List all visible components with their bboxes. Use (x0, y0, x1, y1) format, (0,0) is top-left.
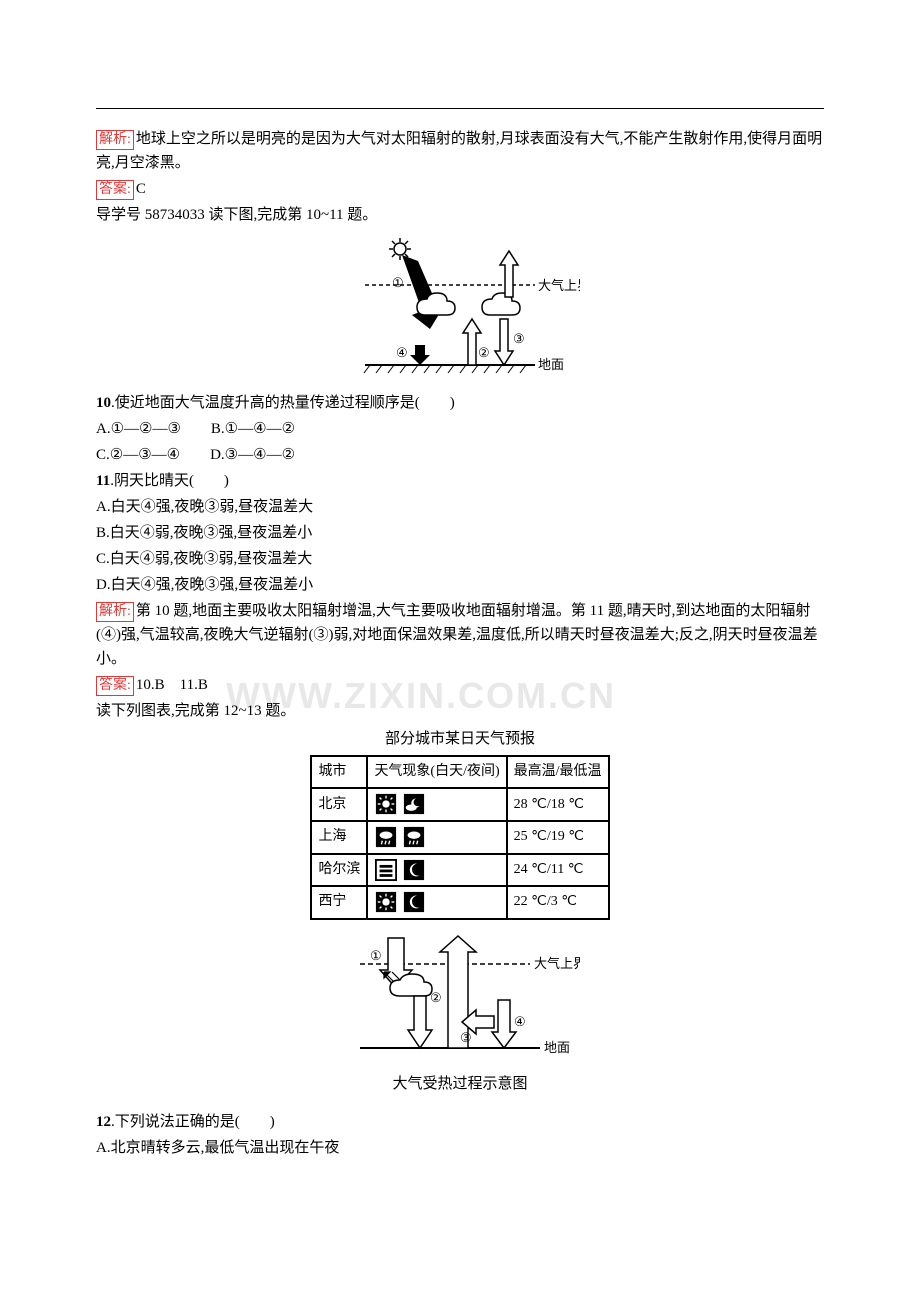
svg-text:地面: 地面 (544, 1040, 570, 1055)
svg-text:地面: 地面 (538, 357, 564, 372)
fog-icon (375, 859, 397, 881)
daan-1011-text: 10.B 11.B (136, 677, 208, 693)
table-row: 北京 28 ℃/18 ℃ (311, 788, 608, 821)
q10-num: 10 (96, 395, 111, 411)
q12-a: A.北京晴转多云,最低气温出现在午夜 (96, 1136, 824, 1160)
svg-text:①: ① (370, 948, 382, 963)
cell-icons (367, 854, 506, 887)
jiexi-1011-text: 第 10 题,地面主要吸收太阳辐射增温,大气主要吸收地面辐射增温。第 11 题,… (96, 603, 818, 667)
svg-text:④: ④ (514, 1014, 526, 1029)
top-rule (96, 108, 824, 109)
daan-9-text: C (136, 181, 146, 197)
svg-text:大气上界: 大气上界 (538, 278, 580, 293)
th-phenom: 天气现象(白天/夜间) (367, 756, 506, 788)
instruction-10-11: 导学号 58734033 读下图,完成第 10~11 题。 (96, 203, 824, 227)
cell-city: 北京 (311, 788, 367, 821)
q11-num: 11 (96, 473, 110, 489)
cell-city: 西宁 (311, 886, 367, 919)
table-row: 上海 25 ℃/19 ℃ (311, 821, 608, 854)
cell-temp: 25 ℃/19 ℃ (507, 821, 609, 854)
cloud-night-icon (403, 793, 425, 815)
cell-icons (367, 788, 506, 821)
daan-label-2: 答案: (96, 676, 134, 696)
jiexi-label: 解析: (96, 130, 134, 150)
svg-text:③: ③ (513, 331, 525, 346)
rain-icon (375, 826, 397, 848)
table-row: 西宁 22 ℃/3 ℃ (311, 886, 608, 919)
sun-icon (375, 891, 397, 913)
cell-city: 哈尔滨 (311, 854, 367, 887)
svg-text:③: ③ (460, 1030, 472, 1045)
th-city: 城市 (311, 756, 367, 788)
rain-icon (403, 826, 425, 848)
q11-b: B.白天④弱,夜晚③强,昼夜温差小 (96, 521, 824, 545)
svg-text:大气上界: 大气上界 (534, 956, 580, 971)
instruction-12-13: 读下列图表,完成第 12~13 题。 (96, 699, 824, 723)
cell-city: 上海 (311, 821, 367, 854)
table-row: 哈尔滨 24 ℃/11 ℃ (311, 854, 608, 887)
jiexi-label-2: 解析: (96, 602, 134, 622)
svg-text:②: ② (478, 345, 490, 360)
q11-stem: 11.阴天比晴天( ) (96, 469, 824, 493)
q11-d: D.白天④强,夜晚③强,昼夜温差小 (96, 573, 824, 597)
q11-c: C.白天④弱,夜晚③弱,昼夜温差大 (96, 547, 824, 571)
q12-num: 12 (96, 1114, 111, 1130)
q10-row2: C.②—③—④ D.③—④—② (96, 443, 824, 467)
cell-icons (367, 886, 506, 919)
daan-label: 答案: (96, 180, 134, 200)
figure-1: 大气上界 地面 ① ④ ② ③ (96, 237, 824, 385)
moon-icon (403, 891, 425, 913)
table-caption: 部分城市某日天气预报 (96, 727, 824, 751)
svg-text:②: ② (430, 990, 442, 1005)
figure-2: 大气上界 地面 ① ② ③ ④ (96, 930, 824, 1096)
cell-temp: 22 ℃/3 ℃ (507, 886, 609, 919)
q10-row1: A.①—②—③ B.①—④—② (96, 417, 824, 441)
q10-stem: 10.使近地面大气温度升高的热量传递过程顺序是( ) (96, 391, 824, 415)
q12-stem: 12.下列说法正确的是( ) (96, 1110, 824, 1134)
analysis-10-11: 解析:第 10 题,地面主要吸收太阳辐射增温,大气主要吸收地面辐射增温。第 11… (96, 599, 824, 671)
th-temp: 最高温/最低温 (507, 756, 609, 788)
table-header-row: 城市 天气现象(白天/夜间) 最高温/最低温 (311, 756, 608, 788)
analysis-9: 解析:地球上空之所以是明亮的是因为大气对太阳辐射的散射,月球表面没有大气,不能产… (96, 127, 824, 175)
answer-10-11: 答案:10.B 11.B (96, 673, 824, 697)
svg-text:①: ① (392, 275, 404, 290)
sun-icon (375, 793, 397, 815)
jiexi-9-text: 地球上空之所以是明亮的是因为大气对太阳辐射的散射,月球表面没有大气,不能产生散射… (96, 131, 822, 171)
q11-a: A.白天④强,夜晚③弱,昼夜温差大 (96, 495, 824, 519)
figure-2-caption: 大气受热过程示意图 (96, 1072, 824, 1096)
svg-text:④: ④ (396, 345, 408, 360)
moon-icon (403, 859, 425, 881)
weather-table: 城市 天气现象(白天/夜间) 最高温/最低温 北京 28 ℃/18 ℃ 上海 2… (310, 755, 609, 920)
cell-temp: 24 ℃/11 ℃ (507, 854, 609, 887)
answer-9: 答案:C (96, 177, 824, 201)
cell-icons (367, 821, 506, 854)
cell-temp: 28 ℃/18 ℃ (507, 788, 609, 821)
